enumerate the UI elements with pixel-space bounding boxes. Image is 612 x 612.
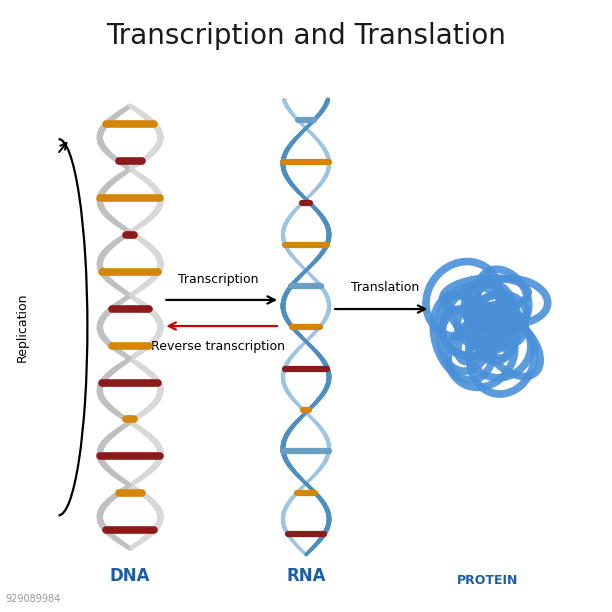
Text: Translation: Translation xyxy=(351,282,419,294)
Text: DNA: DNA xyxy=(110,567,151,585)
Text: Reverse transcription: Reverse transcription xyxy=(151,340,285,353)
Text: RNA: RNA xyxy=(286,567,326,585)
Text: PROTEIN: PROTEIN xyxy=(457,574,518,588)
Text: 929089984: 929089984 xyxy=(6,594,61,605)
Text: Replication: Replication xyxy=(16,293,29,362)
Text: Transcription and Translation: Transcription and Translation xyxy=(106,22,506,50)
Text: Transcription: Transcription xyxy=(178,274,258,286)
